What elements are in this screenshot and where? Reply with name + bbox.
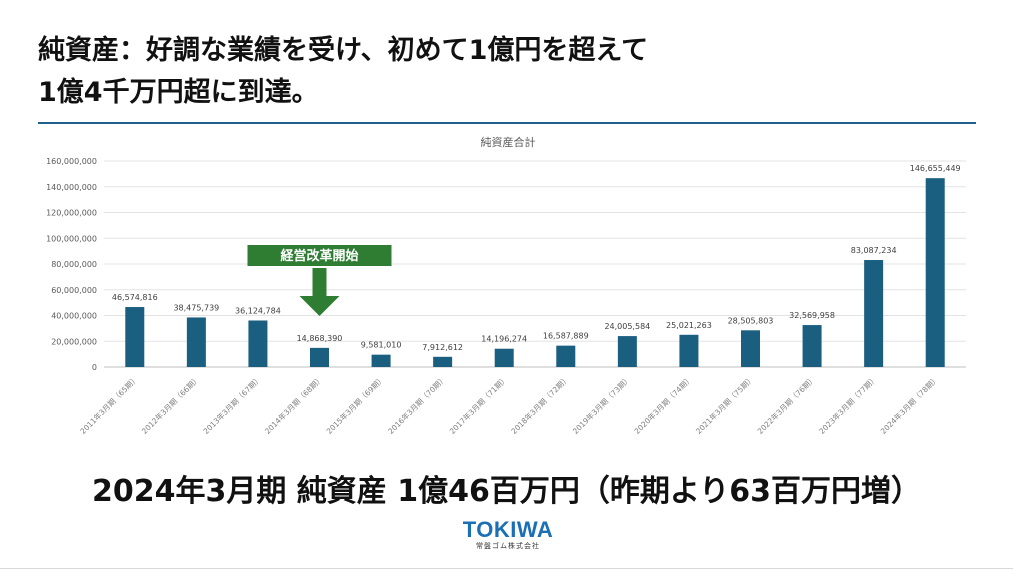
x-tick-label: 2021年3月期（75期） [693,373,756,436]
data-label: 28,505,803 [728,316,774,325]
data-label: 14,868,390 [297,334,343,343]
y-tick-label: 40,000,000 [51,312,97,321]
annotation-box [247,245,392,266]
data-label: 24,005,584 [604,322,650,331]
bar [556,345,576,367]
data-label: 38,475,739 [173,303,219,312]
x-tick-label: 2011年3月期（65期） [78,373,141,436]
bar [925,178,945,367]
bar [186,317,206,367]
data-label: 36,124,784 [235,306,281,315]
x-tick-label: 2018年3月期（72期） [509,373,572,436]
reform-annotation: 経営改革開始 [247,245,392,316]
bar [371,354,391,367]
x-tick-label: 2020年3月期（74期） [632,373,695,436]
x-axis-ticks: 2011年3月期（65期） 2012年3月期（66期） 2013年3月期（67期） 2… [78,373,941,436]
y-tick-label: 80,000,000 [51,260,97,269]
x-tick-label: 2012年3月期（66期） [139,373,202,436]
slide-title: 純資産：好調な業績を受け、初めて1億円を超えて 1億4千万円超に到達。 [38,30,978,114]
annotation-arrow [299,268,340,316]
data-label: 32,569,958 [789,311,835,320]
x-tick-label: 2019年3月期（73期） [570,373,633,436]
chart-title: 純資産合計 [481,135,536,149]
x-tick-label: 2024年3月期（78期） [878,373,941,436]
bars [125,178,945,367]
x-tick-label: 2022年3月期（76期） [755,373,818,436]
bar [802,325,822,367]
bar [494,348,514,367]
bar [864,260,884,367]
x-tick-label: 2013年3月期（67期） [201,373,264,436]
logo-wordmark: TOKIWA [462,517,554,542]
slide-bottom-border [0,568,1013,569]
x-tick-label: 2017年3月期（71期） [447,373,510,436]
data-labels: 46,574,816 38,475,739 36,124,784 14,868,390… [112,164,961,352]
logo-company-name: 常盤ゴム株式会社 [476,542,540,550]
bar [679,334,699,367]
summary-caption: 2024年3月期 純資産 1億46百万円（昨期より63百万円増） [91,474,922,509]
y-tick-label: 60,000,000 [51,286,97,295]
data-label: 25,021,263 [666,321,712,330]
y-tick-label: 20,000,000 [51,337,97,346]
y-axis-ticks: 0 20,000,000 40,000,000 60,000,000 80,000,00… [46,157,97,372]
data-label: 83,087,234 [851,246,897,255]
annotation-label: 経営改革開始 [280,248,358,264]
data-label: 9,581,010 [361,341,402,350]
title-line-1: 純資産：好調な業績を受け、初めて1億円を超えて [38,35,649,66]
x-tick-label: 2016年3月期（70期） [386,373,449,436]
data-label: 7,912,612 [422,343,463,352]
data-label: 16,587,889 [543,332,589,341]
title-divider [38,122,976,124]
bar [741,330,760,367]
y-tick-label: 0 [92,363,97,372]
bar [125,307,145,367]
company-logo: TOKIWA 常盤ゴム株式会社 [458,519,558,551]
data-label: 14,196,274 [481,335,527,344]
y-tick-label: 160,000,000 [46,157,97,166]
x-tick-label: 2023年3月期（77期） [817,373,880,436]
title-line-2: 1億4千万円超に到達。 [38,77,319,108]
y-tick-label: 120,000,000 [46,209,97,218]
bar [433,356,453,367]
gridlines [104,160,966,368]
y-tick-label: 100,000,000 [46,234,97,243]
bar [248,320,268,367]
data-label: 146,655,449 [910,164,961,173]
bar [310,347,329,367]
x-tick-label: 2015年3月期（69期） [324,373,387,436]
bar [617,336,637,367]
x-tick-label: 2014年3月期（68期） [262,373,325,436]
data-label: 46,574,816 [112,293,158,302]
y-tick-label: 140,000,000 [46,183,97,192]
